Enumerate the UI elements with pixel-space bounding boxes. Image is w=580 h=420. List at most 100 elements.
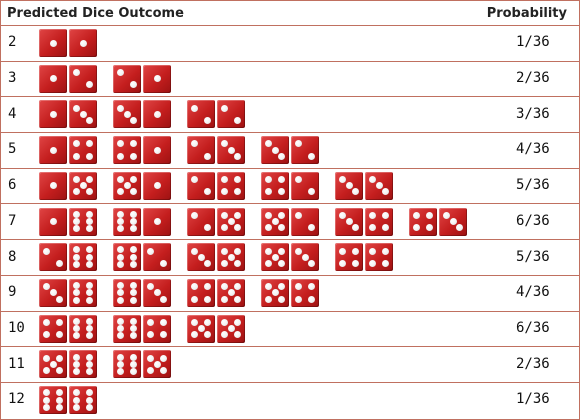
die-face-4 bbox=[217, 171, 245, 200]
die-face-2 bbox=[187, 136, 215, 165]
die-pip bbox=[203, 295, 211, 303]
die-pip bbox=[117, 296, 125, 304]
die-face-2 bbox=[187, 100, 215, 129]
die-pip bbox=[233, 295, 241, 303]
die-pip bbox=[307, 188, 315, 196]
die-pip bbox=[307, 224, 315, 232]
die-face-1 bbox=[39, 171, 67, 200]
die-face-5 bbox=[217, 278, 245, 307]
die-pip bbox=[129, 325, 137, 333]
die-pip bbox=[449, 218, 457, 225]
die-pip bbox=[233, 152, 241, 160]
die-pip bbox=[123, 110, 131, 118]
die-pip bbox=[203, 188, 211, 196]
die-face-4 bbox=[365, 207, 393, 236]
die-pip bbox=[221, 331, 229, 339]
die-pip bbox=[55, 354, 63, 362]
die-pip bbox=[425, 211, 433, 219]
die-pip bbox=[191, 331, 199, 339]
die-face-6 bbox=[69, 207, 97, 236]
die-pip bbox=[73, 353, 81, 361]
die-pip bbox=[277, 224, 285, 232]
die-pip bbox=[85, 389, 93, 397]
die-pip bbox=[159, 295, 167, 303]
die-pip bbox=[129, 81, 137, 89]
die-pip bbox=[85, 360, 93, 368]
die-pip bbox=[123, 182, 131, 190]
die-pip bbox=[233, 176, 241, 184]
die-pip bbox=[49, 289, 57, 297]
die-face-3 bbox=[113, 100, 141, 129]
die-pip bbox=[85, 368, 93, 376]
die-pip bbox=[203, 331, 211, 339]
die-pip bbox=[153, 360, 161, 368]
die-pip bbox=[221, 318, 229, 326]
die-pip bbox=[295, 176, 303, 184]
outcome-probability: 6/36 bbox=[516, 212, 550, 229]
die-face-4 bbox=[187, 278, 215, 307]
die-face-3 bbox=[335, 171, 363, 200]
die-pip bbox=[117, 210, 125, 218]
die-pip bbox=[85, 246, 93, 254]
die-face-5 bbox=[217, 314, 245, 343]
outcome-probability: 1/36 bbox=[516, 34, 550, 51]
die-pip bbox=[221, 259, 229, 267]
die-face-6 bbox=[113, 278, 141, 307]
die-pip bbox=[55, 389, 63, 397]
die-pip bbox=[85, 210, 93, 218]
die-pip bbox=[277, 259, 285, 267]
die-pip bbox=[295, 283, 303, 291]
die-pip bbox=[265, 247, 273, 255]
die-face-5 bbox=[261, 207, 289, 236]
outcome-row: 6 5/36 bbox=[1, 169, 579, 205]
die-face-4 bbox=[39, 314, 67, 343]
die-pip bbox=[129, 368, 137, 376]
die-pip bbox=[85, 176, 93, 184]
die-pip bbox=[85, 282, 93, 290]
die-pip bbox=[117, 353, 125, 361]
outcome-probability: 5/36 bbox=[516, 248, 550, 265]
die-pip bbox=[203, 283, 211, 291]
die-pip bbox=[351, 188, 359, 196]
die-face-3 bbox=[365, 171, 393, 200]
die-pip bbox=[265, 283, 273, 291]
die-pip bbox=[455, 224, 463, 232]
die-face-2 bbox=[143, 243, 171, 272]
die-pip bbox=[55, 366, 63, 374]
die-pip bbox=[129, 210, 137, 218]
die-pip bbox=[43, 366, 51, 374]
outcome-sum: 6 bbox=[8, 177, 17, 194]
die-pip bbox=[73, 360, 81, 368]
die-pip bbox=[153, 110, 161, 118]
die-face-4 bbox=[143, 314, 171, 343]
die-pip bbox=[73, 368, 81, 376]
outcome-probability: 2/36 bbox=[516, 355, 550, 372]
die-pip bbox=[55, 396, 63, 404]
die-face-3 bbox=[217, 136, 245, 165]
die-pip bbox=[277, 283, 285, 291]
die-pip bbox=[307, 152, 315, 160]
die-pip bbox=[55, 331, 63, 339]
die-pip bbox=[129, 360, 137, 368]
die-pip bbox=[221, 224, 229, 232]
die-pip bbox=[73, 403, 81, 411]
die-pip bbox=[277, 152, 285, 160]
die-pip bbox=[49, 110, 57, 118]
die-pip bbox=[79, 110, 87, 118]
die-pip bbox=[233, 259, 241, 267]
die-pip bbox=[73, 210, 81, 218]
die-pip bbox=[265, 188, 273, 196]
outcome-probability: 4/36 bbox=[516, 284, 550, 301]
die-pip bbox=[233, 247, 241, 255]
die-pip bbox=[191, 283, 199, 291]
die-pip bbox=[117, 282, 125, 290]
die-face-6 bbox=[69, 278, 97, 307]
die-face-3 bbox=[39, 278, 67, 307]
die-pip bbox=[73, 152, 81, 160]
die-pip bbox=[381, 224, 389, 232]
die-face-1 bbox=[143, 207, 171, 236]
die-pip bbox=[73, 188, 81, 196]
die-pip bbox=[43, 318, 51, 326]
die-pip bbox=[73, 396, 81, 404]
die-face-2 bbox=[291, 136, 319, 165]
